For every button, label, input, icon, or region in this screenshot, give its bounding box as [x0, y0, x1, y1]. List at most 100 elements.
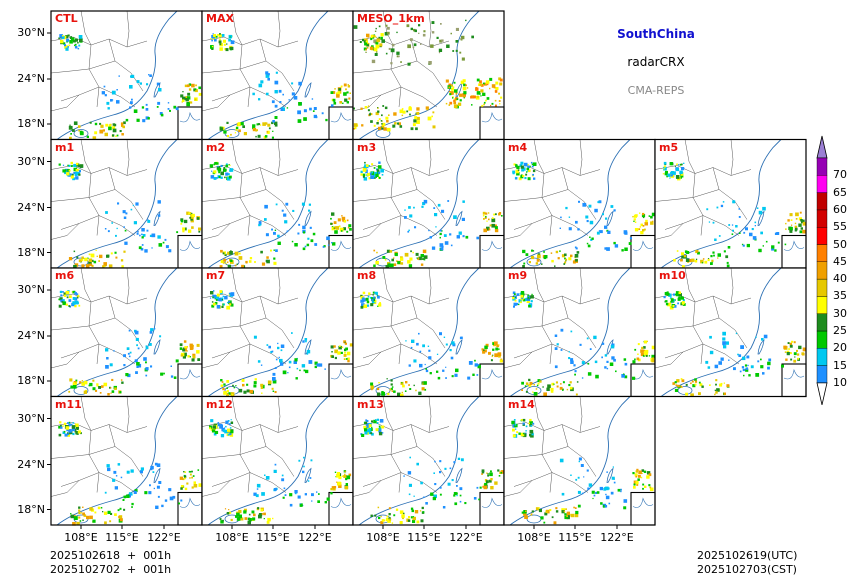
- echo-cell: [173, 105, 177, 109]
- echo-cell: [78, 516, 81, 519]
- echo-cell: [72, 432, 75, 436]
- echo-cell: [106, 357, 109, 360]
- colorbar-segment: [816, 175, 828, 193]
- echo-cell: [345, 358, 348, 360]
- echo-cell: [672, 171, 676, 175]
- echo-cell: [415, 389, 417, 392]
- coastline: [56, 10, 178, 140]
- echo-cell: [761, 338, 764, 341]
- echo-cell: [212, 33, 214, 35]
- echo-cell: [297, 495, 301, 499]
- province-border: [201, 317, 267, 331]
- init-time-utc: 2025102618 + 001h: [50, 549, 172, 562]
- echo-cell: [637, 478, 640, 481]
- echo-cell: [576, 381, 579, 383]
- echo-cell: [116, 134, 119, 137]
- echo-cell: [333, 100, 336, 103]
- echo-cell: [219, 297, 224, 301]
- echo-cell: [604, 366, 607, 369]
- echo-cell: [399, 125, 403, 128]
- echo-cell: [252, 517, 256, 521]
- echo-cell: [340, 351, 343, 354]
- echo-cell: [180, 94, 184, 98]
- echo-cell: [371, 426, 373, 429]
- echo-cell: [679, 170, 683, 175]
- echo-cell: [743, 374, 745, 377]
- echo-cell: [265, 476, 270, 480]
- echo-cell: [211, 39, 213, 42]
- echo-cell: [570, 358, 574, 362]
- echo-cell: [368, 424, 372, 427]
- echo-cell: [398, 122, 401, 126]
- echo-cell: [228, 38, 231, 42]
- echo-cell: [226, 305, 230, 310]
- echo-cell: [385, 52, 388, 55]
- echo-cell: [224, 253, 227, 256]
- echo-cell: [695, 258, 698, 260]
- echo-cell: [575, 510, 579, 515]
- echo-cell: [285, 202, 289, 206]
- map-background: [51, 11, 202, 140]
- echo-cell: [141, 233, 143, 236]
- echo-cell: [557, 257, 560, 260]
- south-china-sea-inset: [328, 234, 354, 269]
- echo-cell: [372, 37, 375, 39]
- echo-cell: [223, 303, 225, 306]
- echo-cell: [678, 291, 681, 294]
- echo-cell: [669, 302, 672, 305]
- echo-cell: [298, 459, 301, 462]
- echo-cell: [92, 136, 97, 140]
- echo-cell: [130, 493, 133, 496]
- echo-cell: [191, 226, 194, 229]
- echo-cell: [260, 250, 263, 254]
- echo-cell: [341, 216, 346, 221]
- echo-cell: [116, 100, 120, 104]
- echo-cell: [442, 369, 445, 372]
- echo-cell: [422, 249, 427, 254]
- echo-cell: [381, 432, 384, 434]
- echo-cell: [191, 213, 195, 218]
- echo-cell: [68, 305, 71, 307]
- echo-cell: [457, 102, 462, 106]
- echo-cell: [102, 129, 105, 132]
- echo-cell: [112, 128, 117, 133]
- echo-cell: [441, 209, 445, 213]
- echo-cell: [512, 291, 516, 295]
- panel-title: m12: [206, 397, 233, 411]
- echo-cell: [681, 167, 685, 171]
- valid-time-cst: 2025102703(CST): [697, 563, 797, 576]
- echo-cell: [648, 484, 651, 487]
- echo-cell: [714, 238, 717, 241]
- echo-cell: [680, 176, 682, 179]
- echo-cell: [121, 124, 124, 127]
- echo-cell: [125, 118, 129, 122]
- echo-cell: [680, 258, 683, 262]
- echo-cell: [311, 493, 314, 497]
- echo-cell: [62, 425, 64, 427]
- echo-cell: [587, 362, 590, 365]
- echo-cell: [374, 30, 377, 32]
- echo-cell: [580, 464, 584, 467]
- echo-cell: [213, 432, 217, 436]
- echo-cell: [96, 255, 98, 257]
- echo-cell: [378, 126, 382, 131]
- echo-cell: [346, 91, 349, 94]
- echo-cell: [515, 164, 518, 167]
- echo-cell: [337, 91, 341, 94]
- echo-cell: [481, 469, 485, 473]
- echo-cell: [299, 504, 303, 507]
- echo-cell: [145, 116, 149, 120]
- echo-cell: [221, 305, 224, 308]
- echo-cell: [530, 300, 533, 303]
- echo-cell: [639, 212, 641, 214]
- echo-cell: [123, 354, 126, 358]
- echo-cell: [495, 347, 499, 351]
- echo-cell: [551, 259, 554, 263]
- echo-cell: [423, 496, 425, 498]
- echo-cell: [415, 252, 419, 256]
- echo-cell: [303, 369, 306, 372]
- echo-cell: [485, 215, 487, 218]
- echo-cell: [744, 364, 748, 367]
- echo-cell: [452, 50, 455, 52]
